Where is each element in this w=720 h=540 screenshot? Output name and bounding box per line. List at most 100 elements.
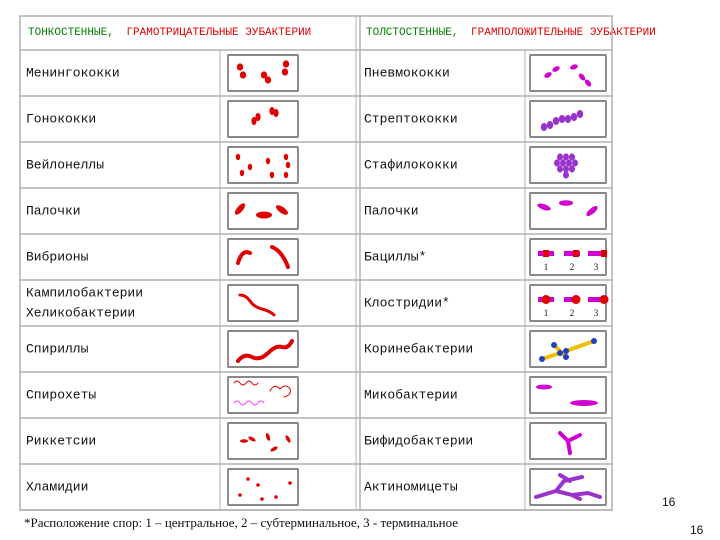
bacteria-picture: [227, 238, 299, 276]
cell: [570, 64, 578, 70]
bacteria-name: Стрептококки: [364, 111, 458, 126]
cell: [283, 153, 289, 161]
cell: [240, 439, 248, 443]
cell: [239, 71, 247, 79]
bacteria-picture: [227, 468, 299, 506]
cell: [570, 113, 578, 121]
cell: [586, 206, 598, 216]
cell: [557, 165, 563, 173]
cell: [557, 350, 563, 356]
cell: [282, 60, 290, 68]
cell: [265, 433, 271, 441]
spore: [571, 295, 581, 304]
bacteria-name: Спирохеты: [26, 387, 96, 402]
bacteria-name: Коринебактерии: [364, 341, 473, 356]
bacteria-name: Актиномицеты: [364, 479, 458, 494]
cell: [588, 251, 604, 256]
cell: [281, 68, 289, 76]
cell: [269, 107, 275, 115]
bacteria-picture: [529, 376, 607, 414]
cell: [265, 157, 271, 165]
cell: [591, 338, 597, 344]
cell: [288, 481, 292, 485]
cell: [238, 493, 242, 497]
cell: [234, 203, 246, 215]
cell: [238, 293, 276, 317]
cell: [255, 113, 261, 121]
cell: [563, 348, 569, 354]
bacteria-picture: [227, 284, 299, 322]
spore-label: 1: [544, 262, 549, 272]
cell: [269, 385, 291, 398]
spore: [573, 250, 579, 257]
cell: [569, 165, 575, 173]
cell: [552, 66, 560, 72]
bacteria-name: Пневмококки: [364, 65, 450, 80]
bacteria-name: Палочки: [364, 203, 419, 218]
cell: [239, 169, 245, 177]
cell: [235, 153, 241, 161]
cell: [578, 73, 586, 81]
cell: [283, 171, 289, 179]
cell: [544, 72, 552, 78]
picture-frame: [529, 54, 607, 92]
cell: [236, 339, 294, 363]
bacteria-picture: [529, 422, 607, 460]
spore: [543, 250, 549, 257]
bacteria-picture: [529, 330, 607, 368]
spore-label: 1: [544, 308, 549, 318]
bacteria-name: Хеликобактерии: [26, 305, 135, 320]
cell: [233, 380, 259, 386]
picture-frame: [227, 100, 299, 138]
bacteria-picture: [529, 100, 607, 138]
cell: [260, 497, 264, 501]
page-number-inner: 16: [662, 495, 676, 509]
cell: [273, 109, 279, 117]
cell: [572, 159, 578, 167]
cell: [566, 159, 572, 167]
bacteria-picture: 1 2 3: [529, 284, 609, 322]
bacteria-name: Клостридии*: [364, 295, 450, 310]
cell: [285, 161, 291, 169]
header-thin: ТОНКОСТЕННЫЕ,: [28, 27, 114, 39]
header-gram: ГРАМОТРИЦАТЕЛЬНЫЕ ЭУБАКТЕРИИ: [126, 27, 311, 39]
cell: [563, 153, 569, 161]
bacteria-picture: [227, 422, 299, 460]
picture-frame: [227, 376, 299, 414]
cell: [251, 117, 257, 125]
bacteria-picture: 1 2 3: [529, 238, 607, 276]
cell: [285, 435, 291, 443]
bacteria-picture: [529, 192, 607, 230]
spore-label: 3: [594, 262, 599, 272]
cell: [584, 79, 592, 87]
cell: [554, 159, 560, 167]
cell: [564, 251, 580, 256]
cell: [260, 71, 268, 79]
spore-label: 2: [570, 262, 575, 272]
bacteria-name: Бифидобактерии: [364, 433, 473, 448]
spore: [601, 250, 607, 257]
cell: [564, 339, 596, 353]
spore: [541, 295, 551, 304]
bacteria-picture: [227, 146, 299, 184]
cell: [276, 205, 288, 215]
cell: [256, 483, 260, 487]
cell: [552, 117, 560, 125]
bacteria-picture: [227, 54, 299, 92]
cell: [536, 384, 552, 390]
bacteria-name: Спириллы: [26, 341, 89, 356]
cell: [247, 163, 253, 171]
cell: [564, 115, 572, 123]
bacteria-name: Стафилококки: [364, 157, 458, 172]
cell: [559, 200, 573, 206]
cell: [236, 63, 244, 71]
footnote: *Расположение спор: 1 – центральное, 2 –…: [24, 515, 458, 530]
header-left: ТОНКОСТЕННЫЕ, ГРАМОТРИЦАТЕЛЬНЫЕ ЭУБАКТЕР…: [28, 27, 311, 39]
cell: [588, 297, 604, 302]
header-gram: ГРАМПОЛОЖИТЕЛЬНЫЕ ЭУБАКТЕРИИ: [471, 27, 656, 39]
header-right: ТОЛСТОСТЕННЫЕ, ГРАМПОЛОЖИТЕЛЬНЫЕ ЭУБАКТЕ…: [366, 27, 656, 39]
bacteria-picture: [227, 192, 299, 230]
page-number: 16: [690, 523, 704, 537]
cell: [264, 76, 272, 84]
